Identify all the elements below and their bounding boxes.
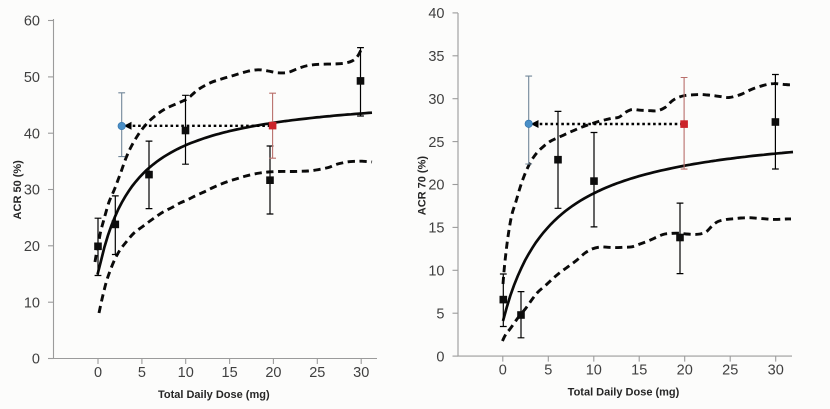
svg-text:20: 20 <box>677 363 693 379</box>
svg-text:5: 5 <box>436 306 444 322</box>
svg-text:40: 40 <box>24 126 40 142</box>
svg-text:15: 15 <box>222 365 238 381</box>
svg-text:25: 25 <box>309 365 325 381</box>
svg-text:25: 25 <box>428 135 444 151</box>
svg-text:60: 60 <box>24 14 40 30</box>
svg-text:Total Daily Dose (mg): Total Daily Dose (mg) <box>568 387 680 399</box>
svg-text:30: 30 <box>428 92 444 108</box>
svg-text:20: 20 <box>265 365 281 381</box>
svg-text:10: 10 <box>24 295 40 311</box>
svg-text:25: 25 <box>722 363 738 379</box>
svg-text:ACR 50 (%): ACR 50 (%) <box>12 160 24 220</box>
svg-text:30: 30 <box>768 363 784 379</box>
svg-text:15: 15 <box>631 363 647 379</box>
svg-text:ACR 70 (%): ACR 70 (%) <box>417 156 429 216</box>
svg-text:10: 10 <box>586 363 602 379</box>
svg-text:10: 10 <box>428 264 444 280</box>
svg-text:35: 35 <box>428 49 444 65</box>
svg-text:20: 20 <box>24 239 40 255</box>
svg-text:50: 50 <box>24 70 40 86</box>
svg-text:10: 10 <box>178 365 194 381</box>
svg-text:40: 40 <box>428 6 444 22</box>
svg-text:0: 0 <box>436 349 444 365</box>
svg-text:5: 5 <box>544 363 552 379</box>
svg-text:0: 0 <box>499 363 507 379</box>
svg-text:Total Daily Dose (mg): Total Daily Dose (mg) <box>158 389 270 401</box>
svg-text:30: 30 <box>353 365 369 381</box>
svg-text:30: 30 <box>24 183 40 199</box>
svg-text:20: 20 <box>428 178 444 194</box>
svg-text:0: 0 <box>32 352 40 368</box>
svg-text:0: 0 <box>94 365 102 381</box>
svg-text:15: 15 <box>428 221 444 237</box>
svg-text:5: 5 <box>138 365 146 381</box>
